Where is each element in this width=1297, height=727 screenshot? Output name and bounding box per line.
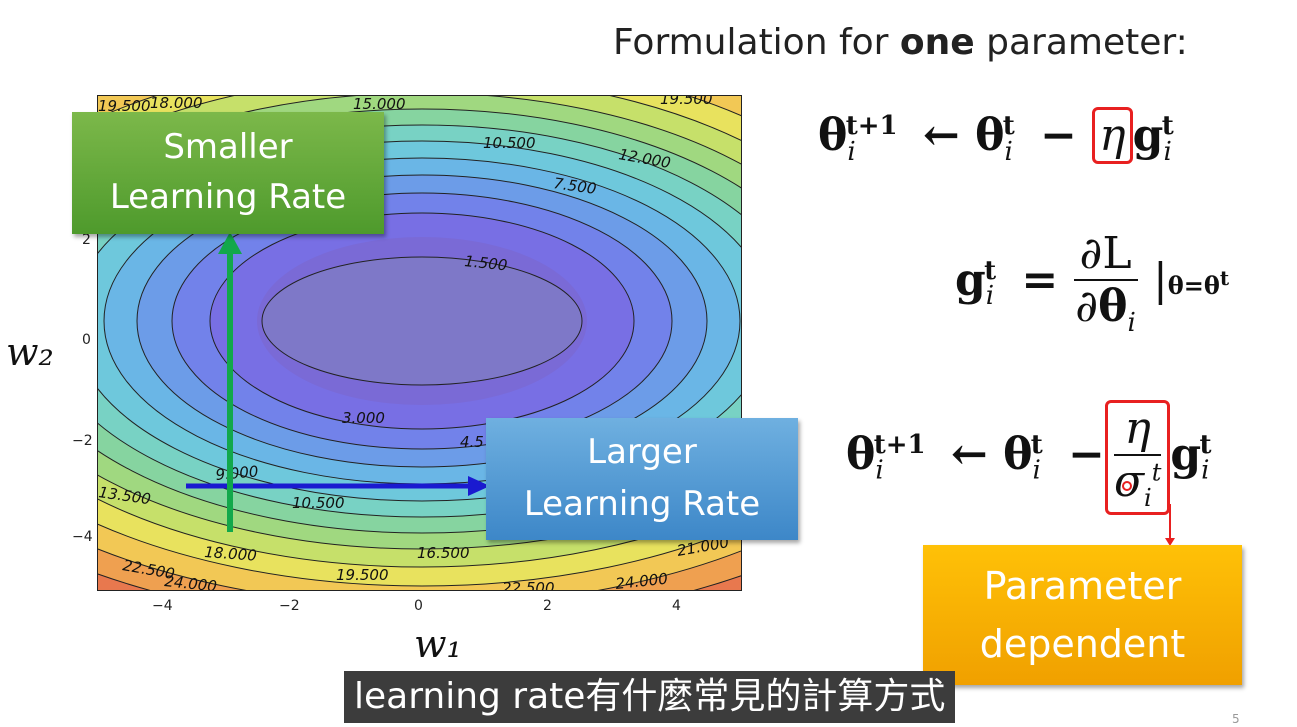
callout-line: Learning Rate (523, 484, 761, 524)
larger-learning-rate-callout: Larger Learning Rate (486, 418, 798, 540)
contour-label: 19.500 (98, 97, 151, 115)
y-tick: −2 (72, 433, 93, 449)
connector-arrow (1165, 504, 1175, 546)
x-tick: 4 (672, 598, 681, 614)
callout-line: Larger (587, 432, 697, 472)
callout-line: dependent (979, 622, 1186, 666)
parameter-dependent-callout: Parameter dependent (923, 545, 1242, 685)
gradient-formula: git = ∂L ∂θi |θ=θt (955, 228, 1230, 338)
contour-label: 3.000 (342, 409, 385, 427)
title-bold: one (899, 22, 975, 63)
y-tick: 2 (82, 232, 91, 248)
title-suffix: parameter: (974, 22, 1188, 63)
page-number: 5 (1232, 712, 1240, 726)
slide-title: Formulation for one parameter: (613, 22, 1188, 63)
contour-label: 4.5 (460, 433, 484, 451)
contour-label: 16.500 (417, 544, 470, 562)
video-subtitle: learning rate有什麼常見的計算方式 (344, 671, 956, 723)
update-formula-2: θit+1 ← θit − η σit git (846, 400, 1221, 515)
callout-line: Learning Rate (109, 177, 347, 217)
smaller-lr-arrow (218, 232, 242, 532)
y-tick: 0 (82, 332, 91, 348)
title-prefix: Formulation for (613, 22, 900, 63)
larger-lr-arrow (186, 476, 490, 496)
x-tick: −2 (279, 598, 300, 614)
contour-label: 24.000 (164, 572, 218, 591)
update-formula-1: θit+1 ← θit − η git (818, 107, 1184, 167)
contour-label: 9.000 (215, 462, 259, 484)
x-tick: −4 (152, 598, 173, 614)
cursor-dot (1122, 481, 1132, 491)
contour-label: 15.000 (353, 96, 406, 113)
contour-label: 22.500 (502, 579, 555, 591)
x-tick: 2 (543, 598, 552, 614)
contour-label: 19.500 (336, 566, 389, 584)
y-axis-label: w₂ (6, 330, 54, 374)
contour-label: 7.500 (552, 174, 597, 198)
x-tick: 0 (414, 598, 423, 614)
contour-label: 24.000 (615, 570, 669, 591)
contour-label: 1.500 (464, 252, 509, 274)
smaller-learning-rate-callout: Smaller Learning Rate (72, 112, 384, 234)
callout-line: Parameter (983, 564, 1182, 608)
contour-label: 19.500 (660, 96, 713, 108)
y-tick: −4 (72, 529, 93, 545)
contour-label: 10.500 (292, 494, 345, 512)
contour-label: 18.000 (204, 543, 258, 565)
callout-line: Smaller (163, 127, 293, 167)
x-axis-label: w₁ (414, 622, 462, 666)
contour-label: 10.500 (483, 134, 536, 152)
contour-label: 18.000 (150, 96, 203, 112)
